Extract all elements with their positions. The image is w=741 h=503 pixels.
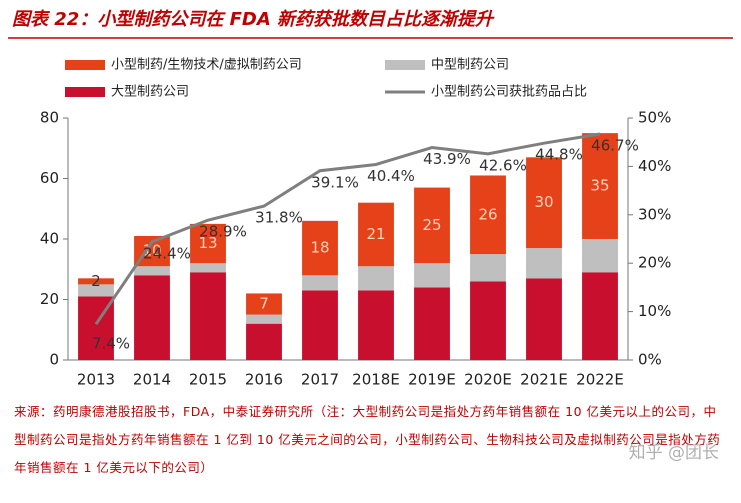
- bar-label: 25: [422, 216, 441, 234]
- bar-label: 10: [142, 242, 161, 260]
- bar-label: 35: [590, 177, 609, 195]
- bar-segment: [526, 157, 562, 249]
- x-tick-label: 2016: [245, 371, 283, 389]
- line-label: 28.9%: [199, 223, 247, 241]
- line-label: 7.4%: [92, 335, 130, 353]
- bar-segment: [414, 263, 450, 288]
- bar-segment: [414, 287, 450, 360]
- bar-label: 2: [91, 272, 101, 290]
- legend-label: 小型制药公司获批药品占比: [431, 85, 587, 100]
- bar-segment: [302, 275, 338, 291]
- bar-segment: [78, 278, 114, 285]
- y2-tick-label: 20%: [638, 254, 671, 272]
- bar-segment: [470, 254, 506, 282]
- x-tick-label: 2013: [77, 371, 115, 389]
- bar-label: 30: [534, 193, 553, 211]
- x-tick-label: 2019E: [408, 371, 456, 389]
- y2-tick-label: 0%: [638, 351, 662, 369]
- legend-label: 中型制药公司: [431, 58, 509, 73]
- x-tick-label: 2018E: [352, 371, 400, 389]
- line-label: 40.4%: [367, 167, 415, 185]
- line-label: 24.4%: [143, 244, 191, 262]
- bar-segment: [414, 187, 450, 264]
- bar-segment: [358, 290, 394, 360]
- y2-tick-label: 50%: [638, 109, 671, 127]
- bar-segment: [526, 248, 562, 279]
- bar-segment: [246, 293, 282, 315]
- legend-swatch: [385, 60, 425, 70]
- x-tick-label: 2020E: [464, 371, 512, 389]
- bar-segment: [246, 323, 282, 360]
- bar-segment: [582, 133, 618, 239]
- line-label: 46.7%: [591, 136, 639, 154]
- line-label: 43.9%: [423, 150, 471, 168]
- y-tick-label: 40: [40, 230, 59, 248]
- bar-segment: [134, 275, 170, 360]
- bar-label: 21: [366, 225, 385, 243]
- line-label: 39.1%: [311, 173, 359, 191]
- bar-segment: [470, 175, 506, 255]
- bar-label: 18: [310, 239, 329, 257]
- bar-segment: [582, 272, 618, 360]
- watermark: 知乎 @团长: [628, 443, 719, 463]
- y2-tick-label: 30%: [638, 205, 671, 223]
- bar-segment: [526, 278, 562, 360]
- bar-label: 13: [198, 234, 217, 252]
- line-label: 31.8%: [255, 209, 303, 227]
- bar-segment: [190, 223, 226, 264]
- legend-swatch: [65, 60, 105, 70]
- chart: 图表 22：小型制药公司在 FDA 新药获批数目占比逐渐提升 0 20 40 60 80…: [8, 9, 733, 389]
- x-tick-label: 2015: [189, 371, 227, 389]
- bar-segment: [302, 290, 338, 360]
- legend-label: 小型制药/生物技术/虚拟制药公司: [111, 58, 302, 73]
- bar-segment: [302, 220, 338, 276]
- bar-segment: [246, 314, 282, 324]
- x-tick-label: 2014: [133, 371, 171, 389]
- y-tick-label: 20: [40, 290, 59, 308]
- bar-label: 26: [478, 205, 497, 223]
- legend-label: 大型制药公司: [111, 85, 189, 100]
- bar-segment: [470, 281, 506, 360]
- source-note: 来源：药明康德港股招股书，FDA，中泰证券研究所（注：大型制药公司是指处方药年销…: [14, 404, 721, 475]
- bar-segment: [78, 284, 114, 297]
- bar-segment: [134, 266, 170, 276]
- y-tick-label: 0: [49, 351, 59, 369]
- line-series: [94, 132, 601, 326]
- chart-title: 图表 22：小型制药公司在 FDA 新药获批数目占比逐渐提升: [12, 9, 495, 30]
- y-tick-label: 60: [40, 169, 59, 187]
- x-tick-label: 2017: [301, 371, 339, 389]
- bar-segment: [582, 239, 618, 273]
- bar-segment: [358, 266, 394, 291]
- bar-label: 7: [259, 295, 269, 313]
- bar-segment: [190, 263, 226, 273]
- bar-segment: [190, 272, 226, 360]
- x-tick-label: 2021E: [520, 371, 568, 389]
- line-label: 42.6%: [479, 156, 527, 174]
- line-label: 44.8%: [535, 146, 583, 164]
- y2-tick-label: 10%: [638, 302, 671, 320]
- bar-segment: [358, 202, 394, 267]
- y2-tick-label: 40%: [638, 157, 671, 175]
- legend-swatch: [65, 87, 105, 97]
- y-tick-label: 80: [40, 109, 59, 127]
- x-tick-label: 2022E: [576, 371, 624, 389]
